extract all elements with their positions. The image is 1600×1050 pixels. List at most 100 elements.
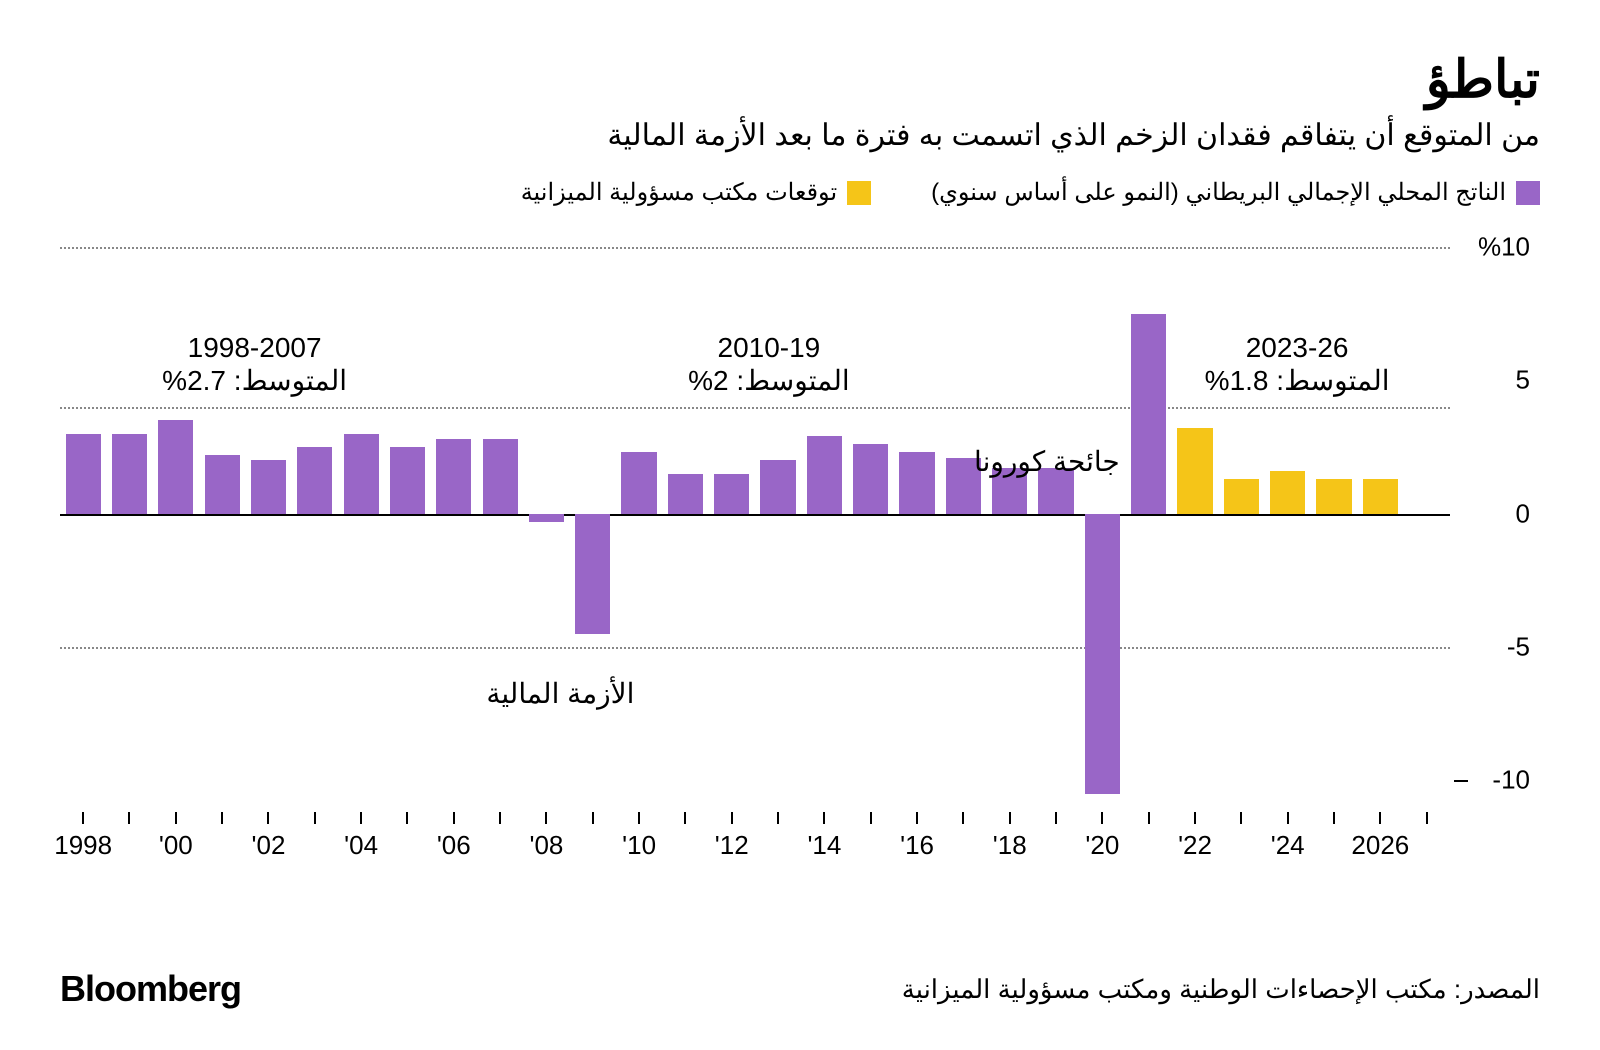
x-tick xyxy=(499,812,501,824)
x-tick xyxy=(684,812,686,824)
x-slot xyxy=(384,812,430,872)
bar-actual xyxy=(205,455,240,514)
bar-slot xyxy=(987,247,1033,807)
x-tick xyxy=(823,812,825,824)
chart-subtitle: من المتوقع أن يتفاقم فقدان الزخم الذي ات… xyxy=(60,118,1540,153)
bar-slot xyxy=(1357,247,1403,807)
bar-slot xyxy=(1172,247,1218,807)
x-tick xyxy=(453,812,455,824)
x-tick xyxy=(82,812,84,824)
x-slot xyxy=(848,812,894,872)
chart-title: تباطؤ xyxy=(60,50,1540,110)
x-slot xyxy=(292,812,338,872)
y-axis-label: 0 xyxy=(1460,498,1530,529)
x-tick xyxy=(221,812,223,824)
bar-actual xyxy=(436,439,471,514)
x-slot xyxy=(199,812,245,872)
bar-slot xyxy=(662,247,708,807)
bar-slot xyxy=(894,247,940,807)
x-tick xyxy=(638,812,640,824)
x-tick xyxy=(1426,812,1428,824)
x-tick xyxy=(962,812,964,824)
x-slot xyxy=(940,812,986,872)
bar-actual xyxy=(853,444,888,513)
bar-actual xyxy=(297,447,332,514)
x-axis-label: '14 xyxy=(807,830,841,861)
legend-item-forecast: توقعات مكتب مسؤولية الميزانية xyxy=(521,178,871,207)
x-slot xyxy=(477,812,523,872)
bar-slot xyxy=(384,247,430,807)
bar-slot xyxy=(245,247,291,807)
bar-slot xyxy=(940,247,986,807)
bar-forecast xyxy=(1316,479,1351,514)
x-tick xyxy=(128,812,130,824)
bar-actual xyxy=(1131,314,1166,514)
x-slot: 2026 xyxy=(1357,812,1403,872)
legend: الناتج المحلي الإجمالي البريطاني (النمو … xyxy=(60,178,1540,207)
annotation-period-1: 1998-2007المتوسط: 2.7% xyxy=(162,332,347,397)
annotation-line: المتوسط: 2% xyxy=(688,364,850,397)
bar-slot xyxy=(570,247,616,807)
bar-slot xyxy=(1218,247,1264,807)
x-tick xyxy=(360,812,362,824)
annotation-line: الأزمة المالية xyxy=(486,677,634,710)
x-axis: 1998'00'02'04'06'08'10'12'14'16'18'20'22… xyxy=(60,812,1450,872)
y-axis-label: %10 xyxy=(1460,232,1530,263)
chart: %1050-5-101998-2007المتوسط: 2.7%2010-19ا… xyxy=(60,247,1540,867)
x-tick xyxy=(1333,812,1335,824)
x-slot: '18 xyxy=(987,812,1033,872)
x-slot xyxy=(662,812,708,872)
bar-actual xyxy=(807,436,842,513)
bar-slot xyxy=(755,247,801,807)
x-tick xyxy=(870,812,872,824)
x-axis-label: '20 xyxy=(1085,830,1119,861)
annotation-line: 1998-2007 xyxy=(162,332,347,364)
x-slot: '24 xyxy=(1265,812,1311,872)
bar-actual xyxy=(714,474,749,514)
annotation-line: المتوسط: 1.8% xyxy=(1205,364,1390,397)
x-tick xyxy=(1287,812,1289,824)
bar-slot xyxy=(801,247,847,807)
bar-actual xyxy=(668,474,703,514)
x-tick xyxy=(545,812,547,824)
bar-forecast xyxy=(1224,479,1259,514)
x-tick xyxy=(314,812,316,824)
x-axis-label: '02 xyxy=(252,830,286,861)
bar-slot xyxy=(431,247,477,807)
x-tick xyxy=(1101,812,1103,824)
annotation-period-2: 2010-19المتوسط: 2% xyxy=(688,332,850,397)
x-axis-label: 2026 xyxy=(1351,830,1409,861)
x-slot xyxy=(1404,812,1450,872)
bar-actual xyxy=(529,514,564,522)
bar-slot xyxy=(106,247,152,807)
x-axis-label: '08 xyxy=(529,830,563,861)
x-tick xyxy=(1009,812,1011,824)
bar-slot xyxy=(338,247,384,807)
annotation-line: المتوسط: 2.7% xyxy=(162,364,347,397)
bar-slot xyxy=(153,247,199,807)
x-axis-label: '12 xyxy=(715,830,749,861)
source-text: المصدر: مكتب الإحصاءات الوطنية ومكتب مسؤ… xyxy=(902,974,1540,1005)
x-axis-label: 1998 xyxy=(54,830,112,861)
bar-forecast xyxy=(1363,479,1398,514)
x-slot: 1998 xyxy=(60,812,106,872)
legend-swatch-forecast xyxy=(847,181,871,205)
bars-container xyxy=(60,247,1450,807)
bar-actual xyxy=(621,452,656,513)
bar-slot xyxy=(616,247,662,807)
legend-label-actual: الناتج المحلي الإجمالي البريطاني (النمو … xyxy=(931,178,1506,207)
bar-slot xyxy=(292,247,338,807)
x-tick xyxy=(1240,812,1242,824)
x-slot xyxy=(1311,812,1357,872)
x-slot xyxy=(106,812,152,872)
bar-slot xyxy=(1311,247,1357,807)
bar-actual xyxy=(390,447,425,514)
x-axis-label: '04 xyxy=(344,830,378,861)
annotation-period-3: 2023-26المتوسط: 1.8% xyxy=(1205,332,1390,397)
bar-actual xyxy=(760,460,795,513)
bar-actual xyxy=(158,420,193,513)
annotation-line: 2010-19 xyxy=(688,332,850,364)
bar-actual xyxy=(112,434,147,514)
bar-slot xyxy=(848,247,894,807)
x-tick xyxy=(175,812,177,824)
